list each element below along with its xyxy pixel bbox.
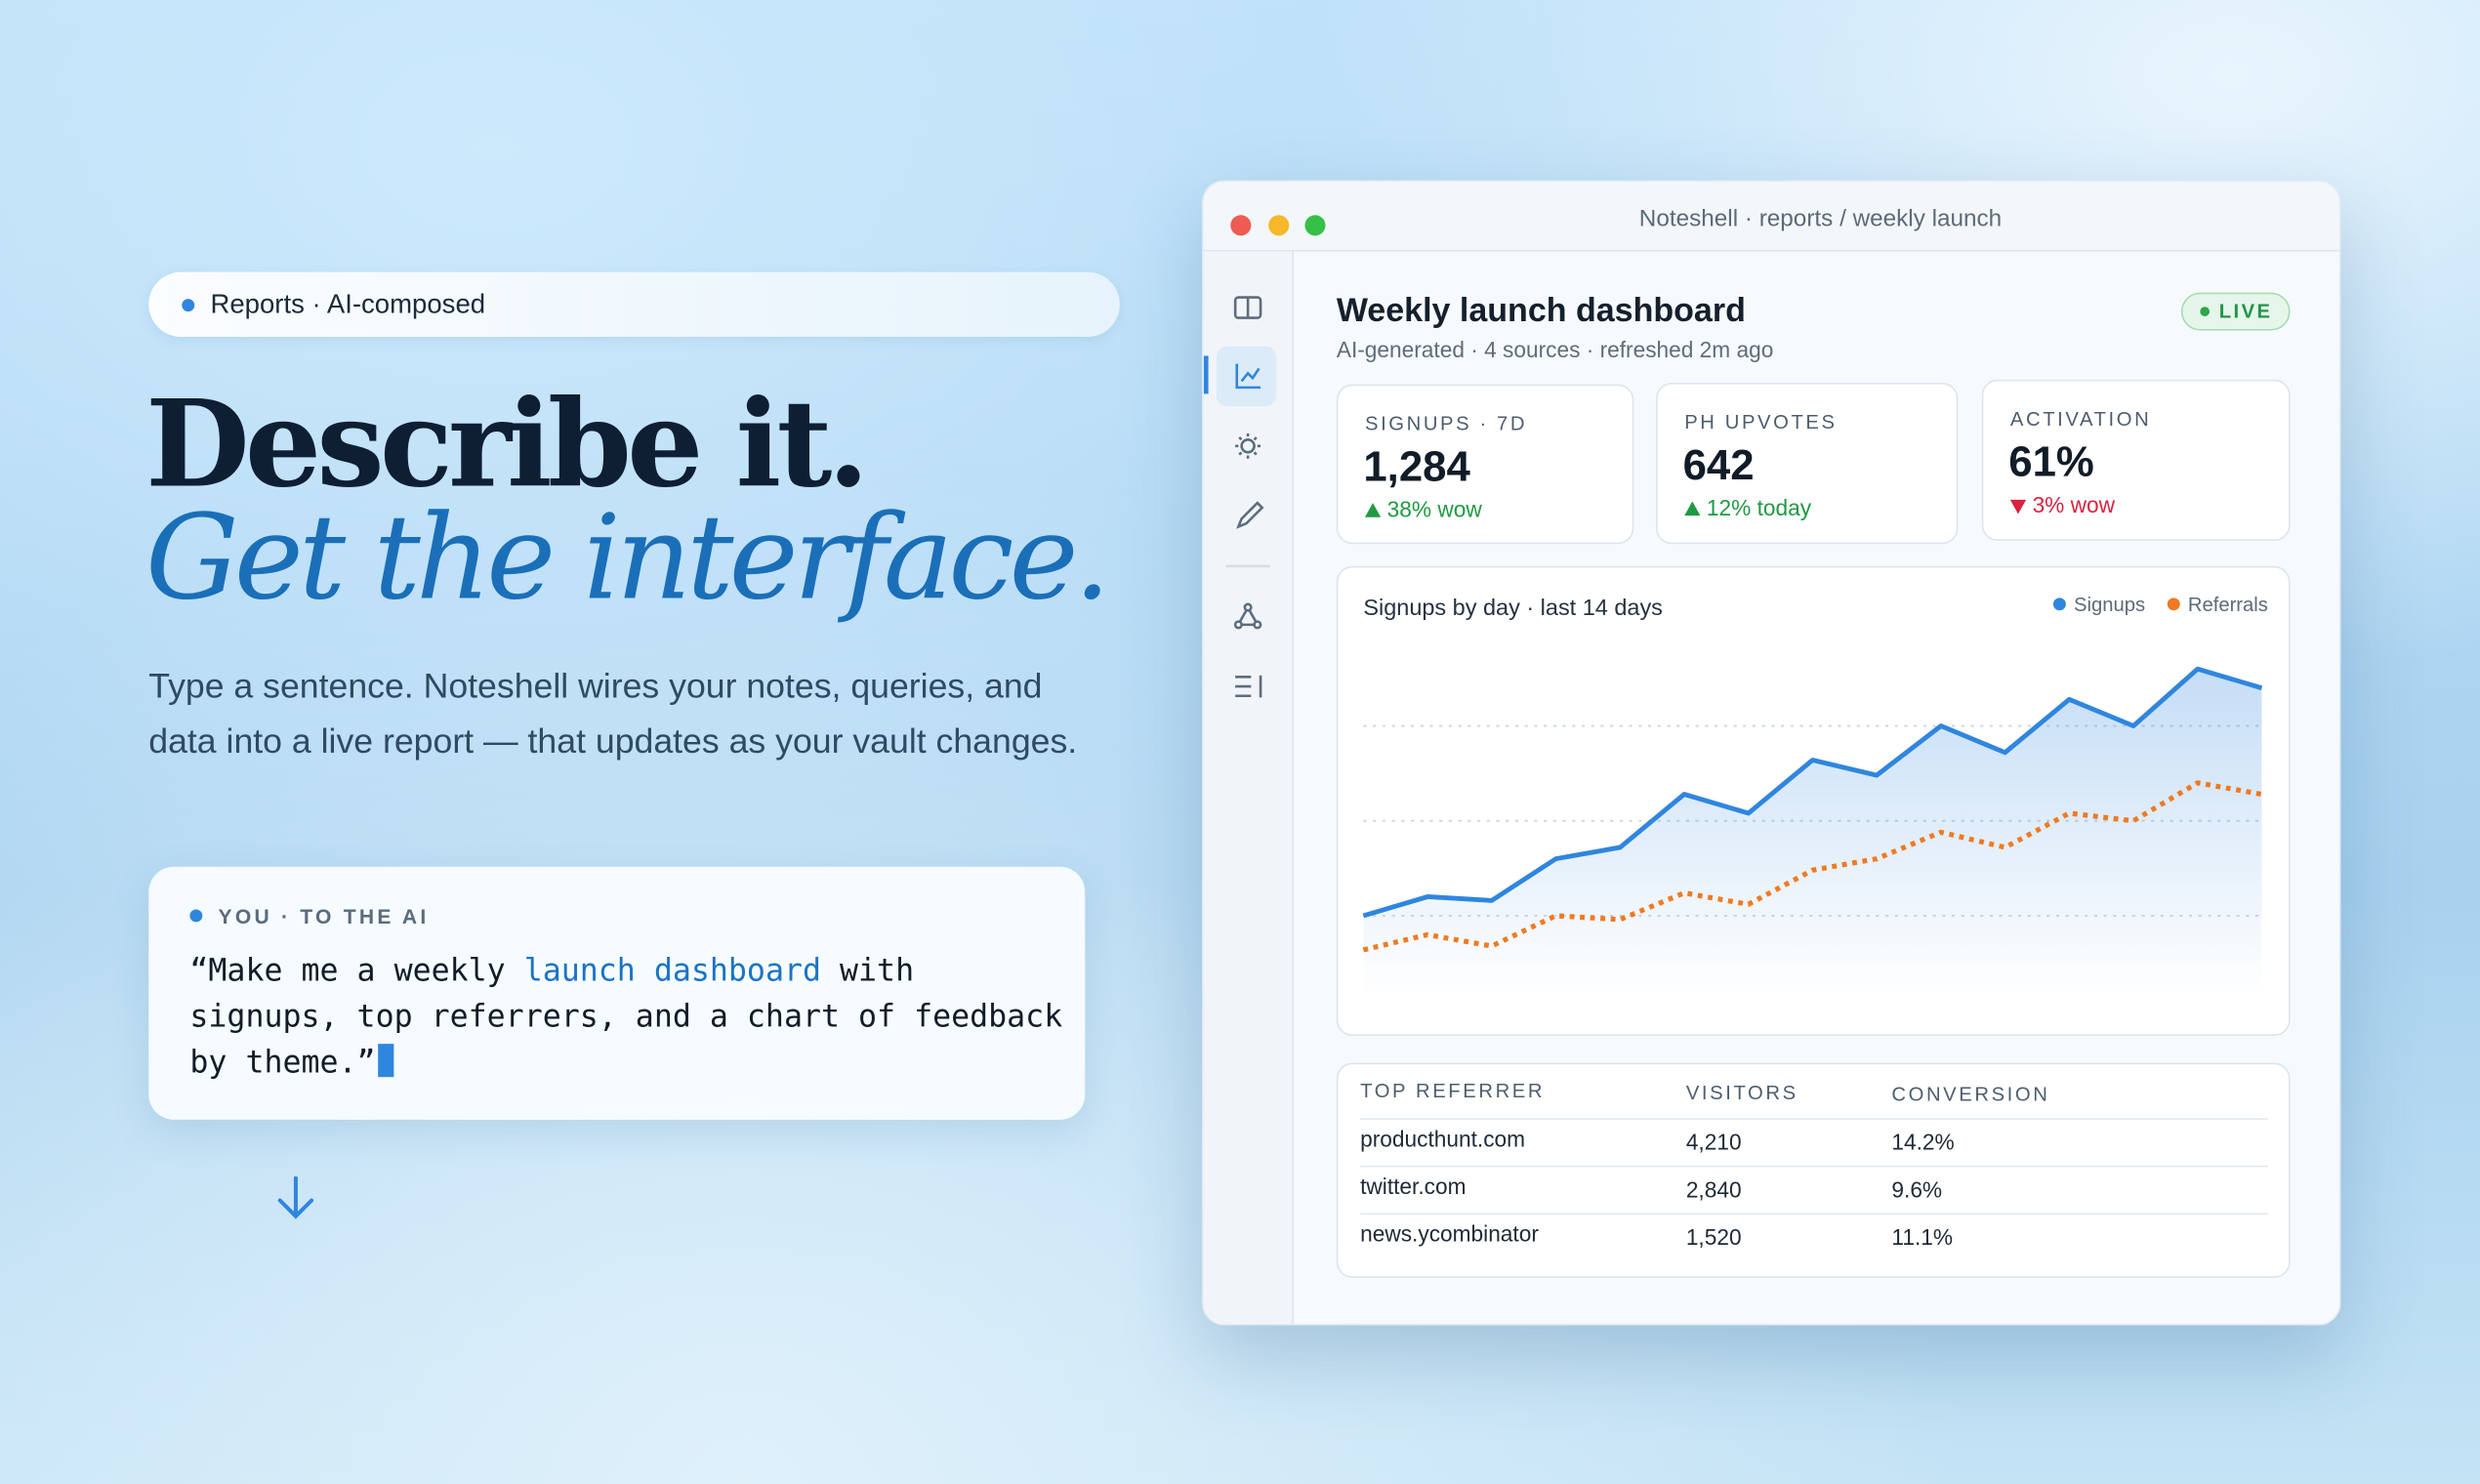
row-divider [1360, 1213, 2268, 1216]
table-cell: 11.1% [1891, 1223, 1954, 1250]
kpi-delta: 3% wow [2032, 491, 2116, 517]
window-title: Noteshell · reports / weekly launch [1638, 205, 2003, 233]
table-cell: twitter.com [1360, 1173, 1467, 1199]
minimize-button[interactable] [1268, 215, 1290, 236]
table-cell: 14.2% [1891, 1129, 1955, 1155]
settings-icon[interactable] [1235, 433, 1261, 459]
column-header: TOP REFERRER [1360, 1080, 1546, 1103]
prompt-text-start: “Make me a weekly [189, 952, 524, 989]
line [1361, 665, 2262, 918]
kpi-card: ACTIVATION 61% 3% wow [1981, 379, 2291, 542]
kpi-card: SIGNUPS · 7D 1,284 38% wow [1336, 384, 1634, 545]
live-pill: LIVE [2180, 292, 2291, 331]
prompt-text: “Make me a weekly launch dashboard with … [189, 947, 1078, 1085]
graph-icon[interactable] [1233, 602, 1262, 630]
area [1362, 668, 2261, 996]
table-cell: producthunt.com [1360, 1126, 1526, 1152]
active-indicator [1203, 355, 1209, 394]
legend-label: Signups [2073, 594, 2144, 615]
chart: Signups by day · last 14 days Referrals S… [1361, 594, 2267, 996]
cursor [378, 1044, 395, 1078]
kpi-label: ACTIVATION [2009, 407, 2152, 431]
prompt-card: YOU · TO THE AI “Make me a weekly launch… [148, 866, 1086, 1120]
zoom-button[interactable] [1304, 215, 1326, 236]
kpi-value: 642 [1682, 440, 1755, 489]
kpi-delta: 38% wow [1386, 496, 1482, 522]
table-cell: 9.6% [1891, 1176, 1943, 1203]
row-divider [1360, 1165, 2268, 1168]
badge-text: Reports · AI-composed [210, 289, 486, 320]
table-cell: 1,520 [1685, 1223, 1742, 1250]
prompt-label: YOU · TO THE AI [218, 904, 430, 928]
prompt-text-end: with signups, top referrers, and a chart… [189, 952, 1063, 1081]
kpi-label: PH UPVOTES [1684, 411, 1838, 433]
panels-icon[interactable] [1233, 296, 1262, 319]
kpi-trend-icon [2009, 499, 2027, 515]
legend-label: Referrals [2187, 594, 2267, 615]
close-button[interactable] [1230, 215, 1252, 236]
prompt-dot [189, 909, 203, 923]
column-header: CONVERSION [1891, 1083, 2050, 1106]
sidebar [1203, 251, 1295, 1324]
kpi-trend-icon [1684, 501, 1701, 516]
column-header: VISITORS [1685, 1082, 1798, 1104]
prompt-highlight: launch dashboard [523, 952, 822, 989]
table-cell: news.ycombinator [1360, 1220, 1539, 1247]
kpi-trend-icon [1364, 503, 1382, 517]
headline-line1: Describe it. [145, 373, 869, 515]
dashboard-title: Weekly launch dashboard [1336, 292, 1746, 329]
live-text: LIVE [2218, 300, 2273, 323]
table-cell: 4,210 [1685, 1129, 1742, 1155]
badge-dot [182, 299, 195, 312]
live-dot [2200, 307, 2211, 316]
line [1361, 779, 2262, 952]
chart-title: Signups by day · last 14 days [1363, 594, 1663, 619]
table-cell: 2,840 [1685, 1176, 1742, 1203]
badge: Reports · AI-composed [148, 271, 1120, 338]
table-card: TOP REFERRER VISITORS CONVERSION producthun… [1336, 1062, 2291, 1278]
chart-card: Signups by day · last 14 days Referrals S… [1336, 565, 2291, 1037]
sidebar-icons [1203, 296, 1277, 698]
description: Type a sentence. Noteshell wires your no… [148, 665, 1078, 762]
legend-swatch [2166, 597, 2179, 610]
legend-swatch [2052, 597, 2066, 610]
down-arrow [277, 1175, 314, 1219]
outline-icon[interactable] [1235, 675, 1262, 698]
chart-icon[interactable] [1235, 363, 1261, 390]
kpi-label: SIGNUPS · 7D [1364, 412, 1528, 435]
headline-line2: Get the interface. [145, 490, 1111, 627]
row-divider [1360, 1118, 2268, 1120]
kpi-delta: 12% today [1706, 495, 1812, 520]
kpi-value: 1,284 [1363, 442, 1470, 491]
kpi-value: 61% [2008, 437, 2094, 486]
dashboard-meta: AI-generated · 4 sources · refreshed 2m … [1336, 337, 1774, 362]
edit-icon[interactable] [1236, 501, 1264, 529]
title-bar: Noteshell · reports / weekly launch [1203, 182, 2339, 252]
kpi-card: PH UPVOTES 642 12% today [1656, 383, 1959, 545]
